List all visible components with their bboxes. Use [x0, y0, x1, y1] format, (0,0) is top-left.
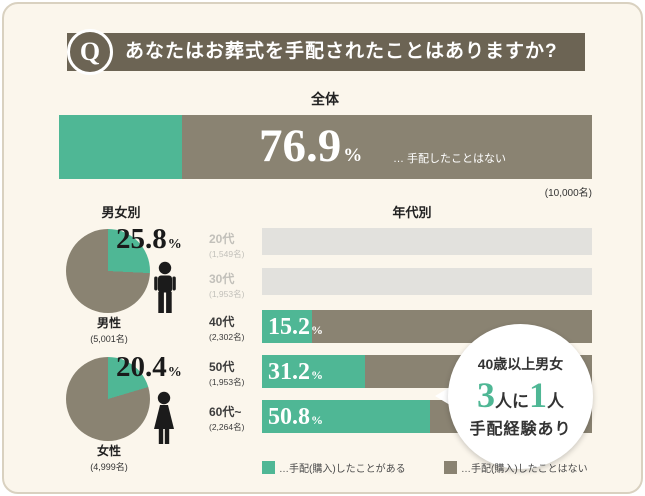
- badge-line3: 手配経験あり: [469, 421, 572, 438]
- badge-line1: 40歳以上男女: [477, 356, 564, 372]
- overall-no-number: 76.9: [259, 120, 342, 172]
- gender-section-title: 男女別: [101, 205, 141, 220]
- age-label-30s: 30代: [209, 272, 235, 286]
- badge-number-3: 3: [477, 375, 495, 415]
- male-value: 25.8 %: [116, 225, 182, 254]
- female-pie-chart: [66, 357, 150, 441]
- age-bar-60s-yes-segment: [262, 400, 430, 433]
- overall-yes-segment: [59, 115, 183, 179]
- male-sample-size: (5,001名): [90, 334, 128, 344]
- female-percent-unit: %: [167, 365, 182, 380]
- age-label-40s: 40代: [209, 315, 235, 329]
- badge-number-1: 1: [529, 375, 547, 415]
- male-label: 男性: [96, 316, 121, 330]
- age-value-60s: 50.8: [268, 403, 310, 430]
- female-percent: 20.4: [116, 351, 167, 383]
- age-label-20s: 20代: [209, 232, 235, 246]
- age-unit-50s: %: [311, 367, 323, 382]
- age-label-50s: 50代: [209, 360, 235, 374]
- age-row-label-50s: 50代 (1,953名): [209, 358, 261, 388]
- age-row-label-30s: 30代 (1,953名): [209, 270, 261, 300]
- male-percent: 25.8: [116, 223, 167, 255]
- age-sample-30s: (1,953名): [209, 289, 245, 299]
- q-letter-icon: Q: [79, 37, 101, 66]
- question-header-bar: あなたはお葬式を手配されたことはありますか?: [67, 33, 585, 71]
- age-unit-60s: %: [311, 412, 323, 427]
- age-value-50s: 31.2: [268, 358, 310, 385]
- age-bar-20s: [262, 228, 592, 255]
- age-bar-50s-value: 31.2 %: [268, 360, 323, 384]
- age-bar-40s-yes-segment: [262, 310, 313, 343]
- legend-label-yes: …手配(購入)したことがある: [279, 464, 406, 475]
- female-sample-size: (4,999名): [90, 462, 128, 472]
- female-icon: [148, 391, 180, 456]
- badge-mid-text: 人に: [495, 392, 529, 411]
- age-label-60s: 60代~: [209, 405, 242, 419]
- male-pie-chart: [66, 229, 150, 313]
- badge-tail-text: 人: [547, 392, 564, 411]
- age-sample-60s: (2,264名): [209, 422, 245, 432]
- overall-sample-size: (10,000名): [544, 188, 592, 199]
- question-title: あなたはお葬式を手配されたことはありますか?: [125, 41, 558, 62]
- age-bar-50s-yes-segment: [262, 355, 365, 388]
- age-value-40s: 15.2: [268, 313, 310, 340]
- age-row-label-20s: 20代 (1,549名): [209, 230, 261, 260]
- age-bar-30s: [262, 268, 592, 295]
- legend-item-yes: …手配(購入)したことがある: [262, 460, 406, 475]
- age-sample-50s: (1,953名): [209, 377, 245, 387]
- age-sample-40s: (2,302名): [209, 332, 245, 342]
- age-bar-60s-value: 50.8 %: [268, 405, 323, 429]
- age-section-title: 年代別: [392, 205, 432, 220]
- male-label-block: 男性 (5,001名): [59, 314, 159, 345]
- age-sample-20s: (1,549名): [209, 249, 245, 259]
- age-bar-40s-value: 15.2 %: [268, 315, 323, 339]
- q-badge: Q: [67, 29, 113, 75]
- female-value: 20.4 %: [116, 353, 182, 382]
- overall-stacked-bar: 76.9 % … 手配したことはない: [59, 115, 592, 179]
- overall-no-note: … 手配したことはない: [393, 153, 507, 165]
- highlight-badge: 40歳以上男女 3 人に 1 人 手配経験あり: [448, 324, 593, 469]
- female-label-block: 女性 (4,999名): [59, 442, 159, 473]
- overall-section-label: 全体: [311, 91, 339, 107]
- overall-no-unit: %: [343, 145, 363, 166]
- male-icon: [151, 261, 179, 326]
- badge-pointer-icon: [435, 387, 450, 405]
- male-percent-unit: %: [167, 237, 182, 252]
- age-row-label-40s: 40代 (2,302名): [209, 313, 261, 343]
- overall-no-value: 76.9 %: [259, 123, 362, 170]
- female-label: 女性: [96, 444, 121, 458]
- legend-item-no: …手配(購入)したことはない: [444, 460, 588, 475]
- badge-ratio: 3 人に 1 人: [477, 377, 564, 413]
- age-row-label-60s: 60代~ (2,264名): [209, 403, 261, 433]
- legend-swatch-yes-icon: [262, 461, 275, 474]
- legend-label-no: …手配(購入)したことはない: [461, 464, 588, 475]
- legend-swatch-no-icon: [444, 461, 457, 474]
- age-unit-40s: %: [311, 322, 323, 337]
